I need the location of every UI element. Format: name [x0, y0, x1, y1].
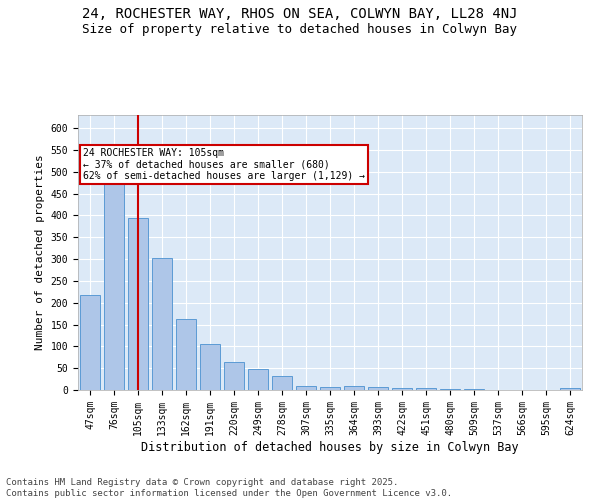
Text: 24 ROCHESTER WAY: 105sqm
← 37% of detached houses are smaller (680)
62% of semi-: 24 ROCHESTER WAY: 105sqm ← 37% of detach…: [83, 148, 365, 181]
Bar: [440, 389, 460, 390]
Bar: [128, 218, 148, 390]
Bar: [248, 369, 268, 390]
Text: Size of property relative to detached houses in Colwyn Bay: Size of property relative to detached ho…: [83, 22, 517, 36]
Bar: [320, 386, 340, 390]
X-axis label: Distribution of detached houses by size in Colwyn Bay: Distribution of detached houses by size …: [141, 440, 519, 454]
Bar: [296, 386, 316, 390]
Bar: [176, 319, 196, 390]
Text: Contains HM Land Registry data © Crown copyright and database right 2025.
Contai: Contains HM Land Registry data © Crown c…: [6, 478, 452, 498]
Bar: [344, 386, 364, 390]
Bar: [368, 387, 388, 390]
Bar: [464, 388, 484, 390]
Bar: [272, 376, 292, 390]
Bar: [104, 180, 124, 390]
Bar: [200, 344, 220, 390]
Bar: [224, 362, 244, 390]
Y-axis label: Number of detached properties: Number of detached properties: [35, 154, 45, 350]
Bar: [80, 295, 100, 390]
Bar: [392, 388, 412, 390]
Bar: [560, 388, 580, 390]
Text: 24, ROCHESTER WAY, RHOS ON SEA, COLWYN BAY, LL28 4NJ: 24, ROCHESTER WAY, RHOS ON SEA, COLWYN B…: [82, 8, 518, 22]
Bar: [416, 388, 436, 390]
Bar: [152, 258, 172, 390]
